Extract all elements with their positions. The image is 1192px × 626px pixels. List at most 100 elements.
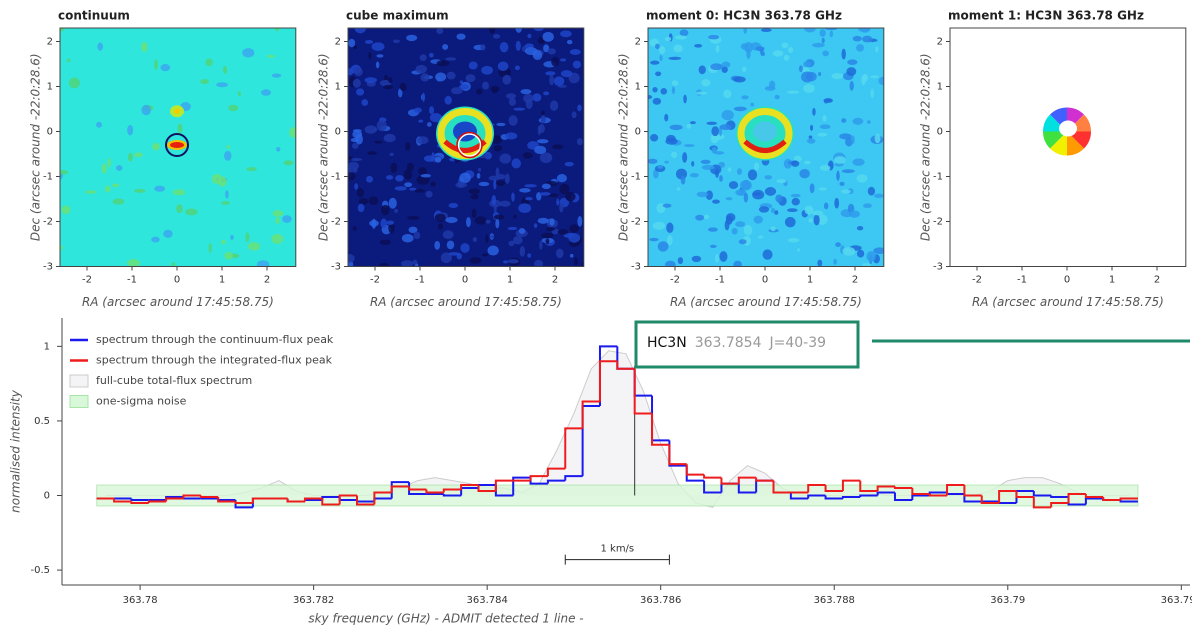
spectrum-step xyxy=(546,479,566,484)
noise-blob xyxy=(736,168,743,176)
noise-blob xyxy=(532,93,542,102)
noise-blob xyxy=(518,228,526,234)
noise-blob xyxy=(224,251,233,260)
noise-blob xyxy=(537,217,549,224)
noise-blob xyxy=(682,152,688,163)
noise-blob xyxy=(834,156,846,164)
noise-blob xyxy=(523,93,534,103)
noise-blob xyxy=(650,134,659,142)
noise-blob xyxy=(721,61,731,68)
noise-blob xyxy=(787,237,800,243)
noise-blob xyxy=(829,30,834,38)
y-tick-label: 0 xyxy=(44,491,50,502)
noise-blob xyxy=(545,71,556,76)
noise-blob xyxy=(476,88,483,95)
spectrum-step xyxy=(668,440,687,467)
noise-blob xyxy=(493,214,505,220)
noise-blob xyxy=(356,188,364,198)
spectrum-step xyxy=(911,488,930,496)
spectrum-step xyxy=(460,484,479,490)
spectrum-step xyxy=(859,494,878,497)
noise-blob xyxy=(354,28,366,34)
noise-blob xyxy=(104,185,111,193)
noise-blob xyxy=(541,232,554,239)
noise-blob xyxy=(671,86,676,95)
x-tick-label: -2 xyxy=(972,275,982,286)
noise-blob xyxy=(839,181,845,187)
noise-blob xyxy=(361,99,369,106)
noise-blob xyxy=(507,226,518,231)
y-tick-label: -3 xyxy=(933,262,943,273)
noise-blob xyxy=(446,71,456,80)
noise-blob xyxy=(772,50,784,57)
noise-blob xyxy=(873,193,884,198)
noise-blob xyxy=(819,164,831,171)
noise-blob xyxy=(512,236,523,245)
noise-blob xyxy=(469,257,482,264)
noise-blob xyxy=(801,71,814,83)
noise-blob xyxy=(533,223,538,229)
noise-blob xyxy=(569,224,580,233)
noise-blob xyxy=(862,35,873,43)
noise-blob xyxy=(719,251,728,262)
spectrum-step xyxy=(980,495,1000,504)
x-tick-label: 1 xyxy=(219,275,225,286)
spectrum-step xyxy=(633,368,653,415)
spectrum-step xyxy=(928,494,948,497)
noise-blob xyxy=(671,80,679,86)
noise-blob xyxy=(652,87,658,93)
y-tick-label: 0 xyxy=(335,127,341,138)
noise-blob xyxy=(821,37,825,44)
noise-blob xyxy=(352,226,357,231)
noise-blob xyxy=(569,253,574,258)
legend-label: spectrum through the integrated-flux pea… xyxy=(96,354,333,367)
y-axis-label: normalised intensity xyxy=(9,389,23,513)
noise-blob xyxy=(648,94,653,100)
noise-blob xyxy=(115,165,123,171)
noise-blob xyxy=(380,218,388,229)
noise-blob xyxy=(507,259,520,264)
noise-blob xyxy=(423,155,436,162)
x-tick-label: 2 xyxy=(852,275,858,286)
noise-blob xyxy=(459,80,464,84)
noise-blob xyxy=(141,41,148,52)
noise-blob xyxy=(364,39,374,44)
noise-blob xyxy=(61,205,71,215)
noise-blob xyxy=(847,59,858,65)
spectrum-step xyxy=(876,491,895,496)
noise-blob xyxy=(715,253,719,264)
noise-blob xyxy=(657,164,664,169)
noise-blob xyxy=(543,44,550,53)
noise-blob xyxy=(878,76,884,86)
noise-blob xyxy=(754,162,760,171)
peak-marker xyxy=(456,131,483,159)
noise-blob xyxy=(508,115,518,126)
legend-label: full-cube total-flux spectrum xyxy=(96,374,252,387)
image xyxy=(60,28,296,267)
x-tick-label: -1 xyxy=(415,275,425,286)
noise-blob xyxy=(552,144,564,150)
noise-blob xyxy=(379,239,391,245)
noise-blob xyxy=(436,28,444,35)
noise-blob xyxy=(398,88,403,98)
noise-blob xyxy=(760,28,772,33)
noise-blob xyxy=(160,64,171,72)
noise-blob xyxy=(757,235,764,239)
spectrum-step xyxy=(998,490,1017,503)
noise-blob xyxy=(856,249,865,258)
noise-blob xyxy=(649,237,659,242)
noise-blob xyxy=(852,158,865,166)
noise-blob xyxy=(505,173,510,184)
noise-blob xyxy=(60,28,65,32)
noise-blob xyxy=(515,28,522,33)
noise-blob xyxy=(101,163,107,174)
y-tick-label: -0.5 xyxy=(30,565,50,576)
noise-blob xyxy=(491,195,497,206)
spectrum-step xyxy=(512,476,531,496)
noise-blob xyxy=(514,65,520,71)
noise-blob xyxy=(553,76,565,86)
noise-blob xyxy=(200,79,210,85)
noise-blob xyxy=(221,239,226,245)
noise-blob xyxy=(548,193,559,198)
noise-blob xyxy=(569,48,581,56)
